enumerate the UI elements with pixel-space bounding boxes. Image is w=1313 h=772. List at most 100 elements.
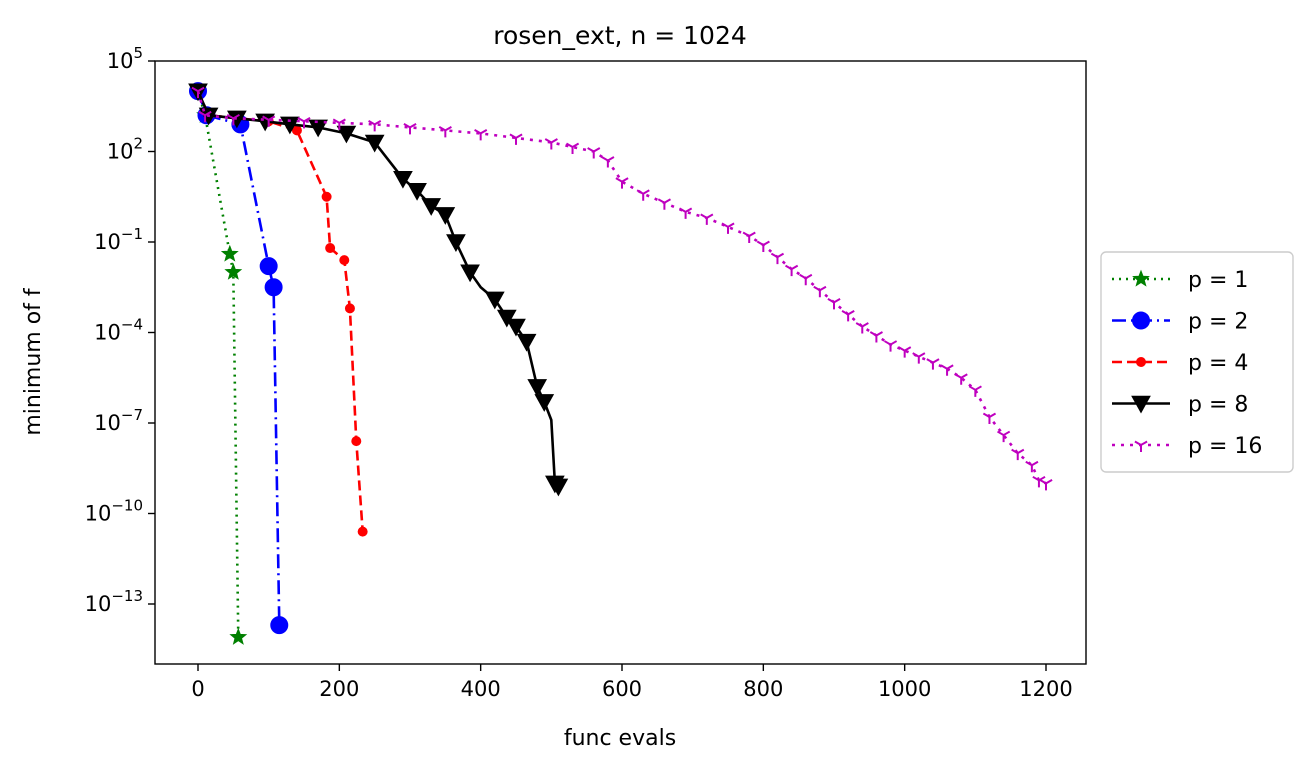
data-point: [446, 234, 466, 253]
x-axis-label: func evals: [564, 726, 676, 751]
data-point: [351, 436, 362, 447]
x-tick-label: 0: [191, 677, 204, 701]
legend-marker: [1131, 395, 1151, 414]
y-axis-label: minimum of f: [21, 287, 46, 436]
data-point: [509, 133, 523, 145]
data-point: [657, 198, 671, 210]
y-tick-exponent: −10: [111, 497, 143, 515]
data-point: [679, 207, 693, 219]
data-point: [615, 177, 629, 189]
data-point: [1032, 475, 1046, 488]
data-point: [484, 291, 505, 310]
axes: 0 200 400 600 800 1000 120010510210−110−410−71…: [85, 44, 1073, 701]
data-point: [224, 262, 243, 280]
legend-label: p = 1: [1188, 268, 1248, 293]
data-point: [393, 170, 413, 189]
data-point: [229, 627, 248, 645]
data-point: [220, 244, 239, 262]
data-point: [1025, 460, 1039, 473]
x-tick-label: 1000: [878, 677, 931, 701]
legend-entry-5: p = 16: [1112, 434, 1262, 459]
data-point: [364, 134, 385, 153]
y-tick-label: 10−10: [85, 497, 143, 526]
data-point: [516, 333, 537, 352]
data-point: [191, 86, 205, 99]
data-point: [325, 243, 336, 254]
data-point: [226, 113, 240, 126]
x-tick-label: 200: [319, 677, 359, 701]
data-point: [280, 116, 300, 135]
y-tick-exponent: 2: [133, 135, 143, 153]
x-tick-label: 600: [602, 677, 642, 701]
series-line-2: [196, 90, 281, 626]
y-tick-base: 10: [85, 502, 112, 526]
y-tick-label: 10−13: [85, 587, 143, 616]
data-point: [799, 273, 813, 286]
data-point: [259, 257, 278, 276]
data-point: [565, 142, 580, 154]
legend-entry-3: p = 4: [1112, 351, 1248, 376]
x-tick-label: 800: [743, 677, 783, 701]
legend-entry-1: p = 1: [1112, 268, 1248, 293]
y-tick-base: 10: [94, 230, 121, 254]
legend-label: p = 2: [1188, 310, 1248, 335]
legend-entry-4: p = 8: [1112, 393, 1248, 418]
legend-marker: [1136, 357, 1146, 367]
series-line-3: [196, 90, 364, 532]
y-tick-base: 10: [107, 49, 134, 73]
data-point: [785, 264, 799, 277]
data-point: [813, 285, 827, 298]
data-point: [435, 207, 456, 225]
data-point: [407, 183, 427, 201]
series-5: [191, 86, 1053, 491]
data-point: [460, 264, 480, 283]
y-tick-label: 102: [107, 135, 143, 164]
y-tick-label: 105: [107, 44, 143, 73]
data-point: [534, 394, 555, 412]
legend: p = 1 p = 2 p = 4 p = 8 p = 16: [1100, 251, 1294, 473]
data-point: [636, 189, 650, 201]
x-tick-label: 400: [461, 677, 501, 701]
legend-marker: [1132, 269, 1150, 287]
data-point: [601, 156, 615, 168]
legend-marker: [1132, 311, 1150, 330]
x-tick-label: 1200: [1019, 677, 1072, 701]
data-point: [700, 213, 714, 225]
data-point: [297, 116, 311, 129]
data-point: [357, 526, 368, 537]
chart-title: rosen_ext, n = 1024: [493, 21, 747, 50]
data-point: [506, 318, 526, 337]
y-tick-exponent: −4: [121, 316, 143, 334]
data-point: [1011, 448, 1025, 461]
data-point: [438, 126, 452, 138]
data-point: [548, 478, 569, 497]
y-tick-exponent: −7: [121, 406, 143, 424]
data-point: [756, 240, 770, 253]
data-point: [742, 231, 756, 243]
data-point: [587, 147, 601, 159]
legend-label: p = 8: [1188, 393, 1248, 418]
legend-box: [1100, 251, 1294, 473]
data-point: [968, 385, 982, 397]
legend-entry-2: p = 2: [1112, 310, 1248, 335]
data-point: [344, 303, 355, 314]
data-point: [926, 358, 940, 370]
y-tick-label: 10−7: [94, 406, 143, 435]
y-tick-exponent: −1: [121, 225, 143, 243]
data-point: [308, 119, 328, 138]
data-point: [496, 309, 517, 328]
data-point: [368, 119, 382, 132]
data-point: [198, 110, 212, 123]
series-line-5: [196, 90, 1047, 485]
data-point: [474, 129, 488, 141]
plot-area: [154, 60, 1087, 665]
data-point: [332, 118, 346, 130]
data-point: [262, 115, 276, 127]
data-point: [855, 322, 869, 334]
y-tick-exponent: 5: [133, 44, 143, 62]
data-point: [954, 373, 968, 385]
y-tick-label: 10−1: [94, 225, 143, 254]
data-point: [270, 616, 289, 635]
y-tick-base: 10: [85, 592, 112, 616]
